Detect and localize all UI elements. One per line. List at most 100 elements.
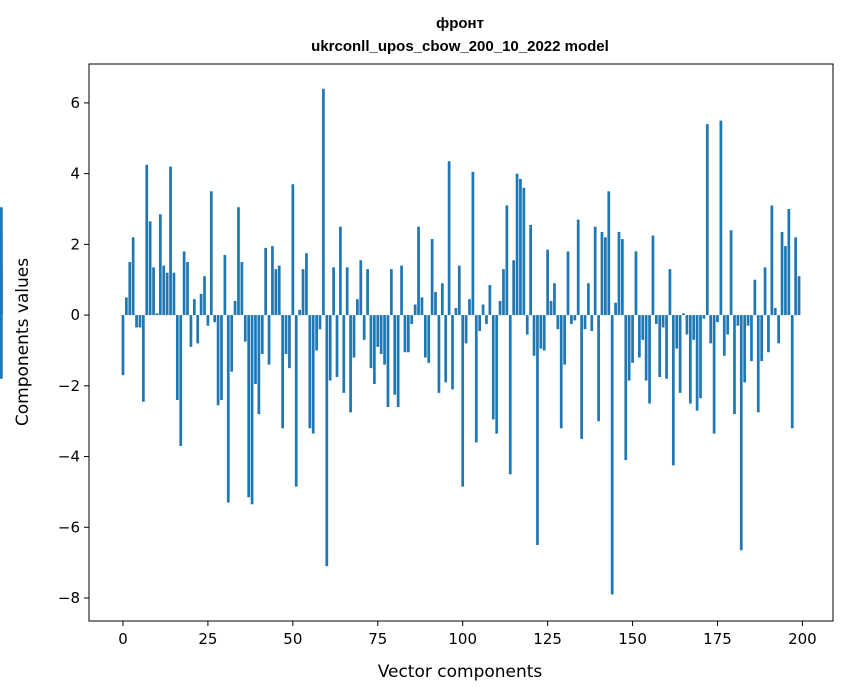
- bar: [525, 315, 529, 335]
- bar: [699, 315, 702, 399]
- bar: [573, 315, 577, 321]
- bar: [468, 299, 471, 316]
- bar: [182, 251, 186, 316]
- bar: [474, 315, 478, 443]
- bar: [413, 304, 417, 316]
- bar: [352, 315, 356, 358]
- bar: [162, 265, 166, 316]
- bar: [400, 265, 403, 316]
- bar: [145, 164, 149, 316]
- bar: [155, 313, 159, 316]
- bar: [135, 315, 138, 328]
- bar: [434, 292, 437, 316]
- bar: [298, 309, 301, 316]
- x-axis-ticks: 0 25 50 75 100 125 150 175 200: [118, 621, 817, 648]
- bar: [695, 315, 699, 411]
- bar: [716, 315, 719, 323]
- bar: [311, 315, 315, 434]
- bar: [763, 267, 767, 316]
- bar: [488, 285, 492, 316]
- bar: [668, 269, 672, 316]
- y-tick-label: −8: [58, 589, 80, 607]
- bar: [169, 166, 172, 316]
- bar: [760, 315, 764, 362]
- bar: [158, 214, 162, 316]
- bar: [461, 315, 465, 487]
- bar: [332, 267, 335, 316]
- bar: [403, 315, 407, 353]
- bar: [257, 315, 261, 415]
- bar: [566, 251, 570, 316]
- bar: [726, 315, 730, 335]
- bar: [692, 315, 696, 340]
- bar: [736, 315, 740, 326]
- bar: [794, 237, 797, 316]
- bar: [498, 300, 502, 316]
- bar: [427, 315, 431, 363]
- y-tick-label: 6: [70, 94, 80, 112]
- y-tick-label: −4: [58, 448, 80, 466]
- bar: [335, 315, 339, 377]
- bar: [787, 209, 791, 316]
- bar: [383, 315, 386, 365]
- x-tick-label: 50: [283, 630, 302, 648]
- plot-frame: [88, 63, 834, 622]
- y-tick-label: −6: [58, 518, 80, 536]
- bar: [627, 315, 631, 381]
- bar: [522, 187, 526, 316]
- bar: [386, 315, 390, 408]
- y-axis-label: Components values: [13, 258, 33, 426]
- bar: [366, 269, 369, 316]
- bar: [471, 171, 475, 316]
- bar: [563, 315, 566, 365]
- bar: [396, 315, 400, 408]
- bar: [753, 279, 757, 316]
- bar: [546, 249, 549, 316]
- bar: [206, 315, 210, 326]
- bar: [359, 260, 363, 316]
- bar: [600, 231, 604, 316]
- bar: [743, 315, 747, 383]
- bar: [675, 315, 679, 349]
- bar: [271, 246, 274, 316]
- bar: [607, 191, 611, 316]
- bar: [233, 300, 237, 316]
- bar: [254, 315, 257, 385]
- bar: [138, 315, 142, 328]
- bar: [192, 299, 196, 316]
- bar: [284, 315, 288, 354]
- bar: [481, 304, 485, 316]
- bar: [199, 293, 203, 316]
- bar: [556, 315, 560, 330]
- x-tick-label: 100: [448, 630, 477, 648]
- bar: [651, 235, 655, 316]
- bar: [638, 315, 641, 358]
- bar: [196, 315, 200, 344]
- x-tick-label: 175: [703, 630, 732, 648]
- bar: [750, 315, 753, 362]
- chart-title: фронт: [436, 15, 484, 32]
- bar: [121, 315, 125, 376]
- bars: [0, 88, 801, 595]
- bar: [267, 315, 271, 365]
- bar: [502, 269, 505, 316]
- bar: [373, 315, 376, 385]
- bar: [410, 315, 414, 324]
- bar: [729, 230, 733, 316]
- bar: [349, 315, 352, 413]
- bar: [491, 315, 495, 420]
- bar: [610, 315, 614, 595]
- bar: [790, 315, 794, 429]
- bar: [128, 262, 132, 316]
- bar: [277, 265, 281, 316]
- bar: [148, 221, 152, 316]
- bar: [457, 265, 461, 316]
- bar: [702, 315, 706, 319]
- bar: [658, 315, 662, 377]
- bar: [213, 315, 217, 323]
- bar: [529, 224, 532, 316]
- bar: [604, 237, 607, 316]
- bar: [648, 315, 651, 404]
- bar: [339, 226, 342, 316]
